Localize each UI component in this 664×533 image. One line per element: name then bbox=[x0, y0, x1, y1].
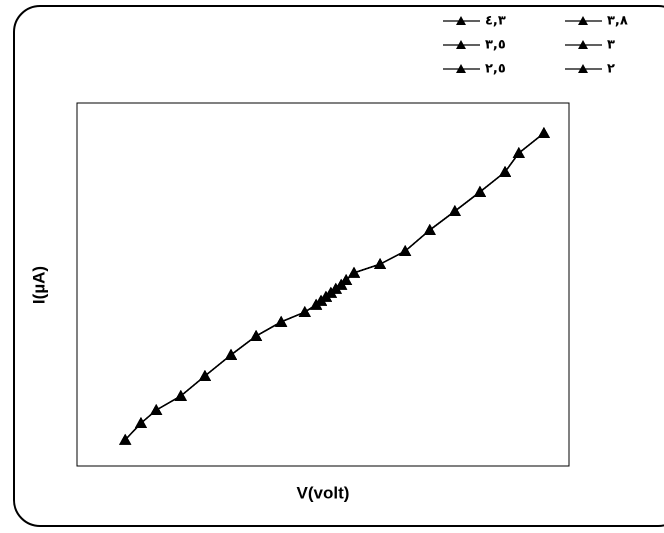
frame bbox=[13, 5, 664, 527]
marker bbox=[448, 205, 461, 216]
marker bbox=[473, 185, 486, 197]
marker bbox=[250, 330, 263, 341]
marker bbox=[329, 282, 342, 294]
marker bbox=[347, 266, 360, 278]
marker bbox=[537, 127, 550, 138]
legend-marker bbox=[456, 64, 466, 73]
y-axis-label: I(µA) bbox=[29, 266, 48, 304]
legend-marker bbox=[456, 16, 466, 25]
marker bbox=[423, 224, 436, 235]
legend-label: ٣ bbox=[607, 38, 615, 53]
legend-label: ٣,٨ bbox=[607, 14, 628, 29]
legend-label: ٣,٥ bbox=[485, 38, 506, 53]
plot-area bbox=[76, 102, 570, 467]
marker bbox=[174, 389, 187, 401]
legend-marker bbox=[578, 40, 588, 49]
marker bbox=[374, 258, 387, 269]
legend-label: ٤,٣ bbox=[485, 14, 506, 29]
marker bbox=[134, 417, 147, 428]
legend-label: ٢ bbox=[607, 62, 615, 77]
legend-label: ٢,٥ bbox=[485, 62, 506, 77]
marker bbox=[340, 274, 353, 285]
x-axis-label: V(volt) bbox=[297, 483, 350, 502]
marker bbox=[499, 165, 512, 177]
marker bbox=[275, 315, 288, 327]
marker bbox=[512, 147, 525, 158]
marker bbox=[399, 245, 412, 256]
marker bbox=[224, 348, 237, 360]
legend-marker bbox=[578, 64, 588, 73]
legend-marker bbox=[578, 16, 588, 25]
marker bbox=[198, 369, 211, 381]
marker bbox=[150, 404, 163, 415]
legend-marker bbox=[456, 40, 466, 49]
marker bbox=[119, 433, 132, 445]
marker bbox=[298, 306, 311, 317]
